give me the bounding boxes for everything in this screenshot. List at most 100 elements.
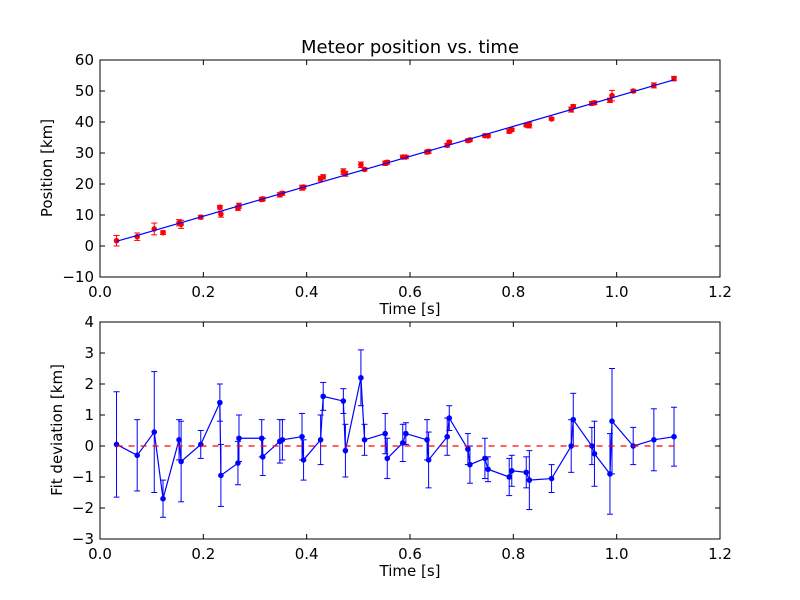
- position-y-tick-label: 50: [75, 82, 94, 100]
- deviation-x-tick-label: 1.0: [605, 545, 629, 563]
- position-y-tick-label: 40: [75, 113, 94, 131]
- position-y-ticks: −10 0 10 20 30 40 50 60: [62, 51, 720, 286]
- deviation-plot-area: [113, 349, 678, 518]
- deviation-series-line: [116, 377, 675, 499]
- position-y-tick-label: −10: [62, 268, 94, 286]
- position-x-tick-label: 0.8: [501, 283, 525, 301]
- deviation-y-tick-label: 2: [84, 375, 94, 393]
- deviation-x-tick-label: 1.2: [708, 545, 732, 563]
- position-chart: Meteor position vs. time 0.0 0.2 0.4 0.6 0.8…: [38, 37, 732, 318]
- point-marker: [508, 126, 515, 133]
- deviation-point: [113, 391, 120, 498]
- deviation-point: [357, 349, 364, 407]
- deviation-point: [276, 419, 283, 464]
- deviation-y-tick-label: 4: [84, 313, 94, 331]
- point-marker: [506, 474, 513, 480]
- deviation-point: [299, 412, 306, 461]
- point-marker: [358, 161, 364, 168]
- deviation-point: [523, 456, 530, 489]
- data-point: [151, 222, 158, 236]
- deviation-point: [178, 420, 185, 503]
- point-marker: [609, 418, 615, 425]
- deviation-point: [160, 479, 167, 518]
- deviation-point: [508, 454, 515, 487]
- deviation-point: [650, 408, 657, 472]
- deviation-x-tick-label: 0.2: [191, 545, 215, 563]
- deviation-point: [317, 414, 324, 466]
- position-y-tick-label: 60: [75, 51, 94, 69]
- point-marker: [320, 174, 327, 180]
- deviation-y-tick-label: −3: [72, 530, 94, 548]
- data-point: [508, 126, 515, 133]
- deviation-point: [485, 456, 492, 483]
- point-marker: [151, 429, 158, 435]
- deviation-point: [399, 423, 406, 462]
- deviation-plot-frame: [99, 321, 721, 540]
- point-marker: [361, 437, 368, 443]
- deviation-point: [279, 419, 286, 461]
- deviation-point: [384, 437, 391, 480]
- deviation-point: [235, 414, 242, 462]
- fit-line: [116, 79, 675, 242]
- deviation-point: [197, 430, 204, 459]
- deviation-y-ticks: −3 −2 −1 0 1 2 3 4: [72, 313, 720, 548]
- position-plot-frame: [99, 59, 721, 278]
- point-marker: [236, 435, 242, 442]
- position-y-tick-label: 20: [75, 175, 94, 193]
- point-marker: [218, 211, 224, 217]
- deviation-point: [506, 457, 513, 497]
- point-marker: [320, 393, 327, 400]
- deviation-point: [481, 437, 488, 480]
- deviation-point: [548, 464, 555, 493]
- point-marker: [342, 447, 349, 454]
- deviation-point: [134, 419, 141, 492]
- position-x-tick-label: 1.0: [605, 283, 629, 301]
- point-marker: [279, 437, 286, 443]
- position-y-tick-label: 10: [75, 206, 94, 224]
- position-x-axis-label: Time [s]: [379, 300, 441, 318]
- deviation-point: [671, 406, 678, 467]
- point-marker: [548, 475, 555, 482]
- deviation-point: [217, 443, 224, 507]
- deviation-point: [259, 437, 266, 476]
- point-marker: [425, 457, 432, 463]
- point-marker: [178, 458, 184, 465]
- position-x-tick-label: 1.2: [708, 283, 732, 301]
- deviation-point: [361, 423, 368, 456]
- point-marker: [317, 437, 324, 443]
- deviation-point: [588, 426, 595, 466]
- deviation-y-tick-label: 0: [84, 437, 94, 455]
- data-point: [160, 229, 167, 236]
- position-x-tick-label: 0.6: [398, 283, 422, 301]
- deviation-point: [340, 388, 347, 414]
- deviation-point: [444, 417, 451, 456]
- data-point: [134, 232, 141, 241]
- deviation-point: [151, 371, 158, 493]
- data-point: [357, 161, 364, 169]
- deviation-x-ticks: 0.0 0.2 0.4 0.6 0.8 1.0 1.2: [88, 322, 732, 563]
- position-plot-area: [113, 75, 678, 247]
- deviation-point: [342, 423, 349, 478]
- deviation-y-tick-label: −2: [72, 499, 94, 517]
- deviation-y-tick-label: −1: [72, 468, 94, 486]
- point-marker: [526, 477, 533, 483]
- point-marker: [217, 204, 223, 211]
- point-marker: [384, 455, 391, 462]
- position-x-tick-label: 0.4: [295, 283, 319, 301]
- position-x-tick-label: 0.0: [88, 283, 112, 301]
- point-marker: [340, 398, 347, 404]
- deviation-point: [234, 440, 241, 486]
- point-marker: [591, 450, 598, 457]
- point-marker: [134, 452, 140, 459]
- point-marker: [403, 430, 409, 437]
- deviation-y-tick-label: 1: [84, 406, 94, 424]
- position-x-ticks: 0.0 0.2 0.4 0.6 0.8 1.0 1.2: [88, 60, 732, 301]
- deviation-point: [609, 368, 616, 475]
- position-y-tick-label: 30: [75, 144, 94, 162]
- point-marker: [259, 454, 266, 460]
- point-marker: [299, 433, 305, 440]
- point-marker: [446, 415, 453, 421]
- deviation-point: [446, 405, 453, 431]
- deviation-x-tick-label: 0.6: [398, 545, 422, 563]
